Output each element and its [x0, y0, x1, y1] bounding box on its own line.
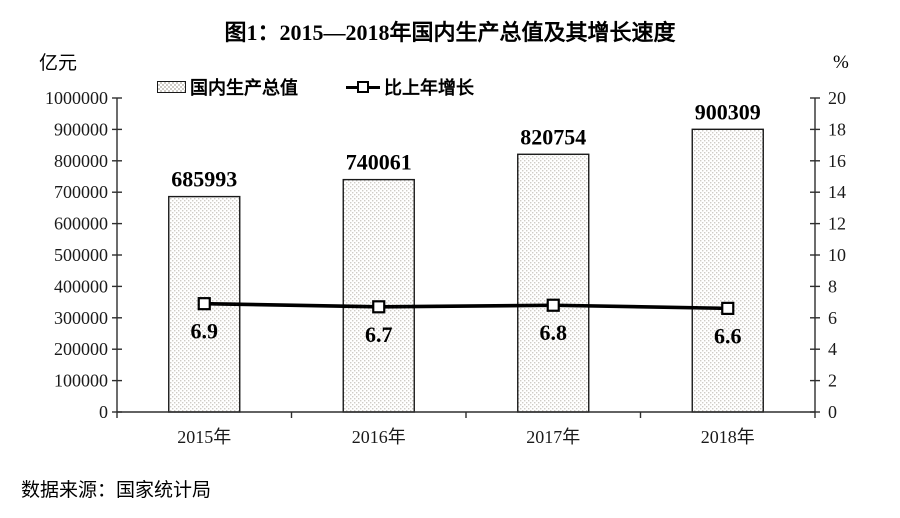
right-axis-tick-label: 2 [828, 371, 837, 391]
bar-value-label: 900309 [695, 99, 761, 124]
gdp-bar-2016年 [342, 178, 415, 413]
left-axis-tick-label: 700000 [54, 182, 108, 202]
left-axis-tick-label: 400000 [54, 276, 108, 296]
x-category-label: 2018年 [701, 427, 755, 447]
right-axis-tick-label: 8 [828, 276, 837, 296]
bar-value-label: 740061 [346, 150, 412, 175]
right-axis-tick-label: 18 [828, 119, 846, 139]
legend: 国内生产总值 比上年增长 [157, 74, 474, 100]
legend-label-growth: 比上年增长 [384, 78, 474, 98]
gdp-bar-2018年 [691, 128, 764, 413]
left-axis-tick-label: 300000 [54, 308, 108, 328]
right-axis-tick-label: 12 [828, 214, 846, 234]
growth-marker-2017年 [546, 298, 560, 312]
right-axis-tick-label: 16 [828, 151, 846, 171]
growth-value-label: 6.6 [714, 323, 742, 348]
right-axis-tick-label: 20 [828, 88, 846, 108]
growth-marker-2018年 [721, 301, 735, 315]
legend-square-marker [357, 80, 369, 93]
left-axis-tick-label: 1000000 [45, 88, 108, 108]
bar-value-label: 820754 [520, 124, 586, 149]
right-axis-unit-label: % [833, 52, 849, 73]
gdp-bars-group: 685993 740061 820754 900309 [168, 99, 764, 413]
data-source-note: 数据来源：国家统计局 [21, 480, 212, 501]
growth-rate-line [204, 301, 728, 311]
legend-label-gdp: 国内生产总值 [190, 78, 298, 98]
x-category-label: 2016年 [352, 427, 406, 447]
left-axis-tick-label: 900000 [54, 119, 108, 139]
left-axis-tick-label: 100000 [54, 371, 108, 391]
left-axis-tick-label: 600000 [54, 214, 108, 234]
x-category-label: 2017年 [526, 427, 580, 447]
x-category-label: 2015年 [177, 427, 231, 447]
growth-value-label: 6.7 [365, 322, 393, 347]
right-axis-tick-label: 14 [828, 182, 846, 202]
legend-item-growth: 比上年增长 [346, 74, 474, 100]
growth-marker-2016年 [372, 300, 386, 314]
left-axis-tick-label: 800000 [54, 151, 108, 171]
dotted-bar-swatch-icon [157, 81, 186, 93]
legend-item-gdp: 国内生产总值 [157, 74, 298, 100]
right-axis-tick-label: 6 [828, 308, 837, 328]
growth-marker-2015年 [197, 297, 211, 311]
bar-value-label: 685993 [171, 167, 237, 192]
growth-line-group: 6.9 6.7 6.8 6.6 [191, 297, 742, 348]
chart-title: 图1：2015—2018年国内生产总值及其增长速度 [224, 20, 676, 45]
growth-value-label: 6.8 [540, 320, 568, 345]
right-axis-tick-label: 10 [828, 245, 846, 265]
axes-group: 0 100000 200000 300000 400000 500000 600000 700… [45, 88, 846, 447]
growth-value-label: 6.9 [191, 319, 219, 344]
gdp-bar-2017年 [517, 153, 590, 413]
left-axis-unit-label: 亿元 [39, 53, 78, 74]
right-axis-tick-label: 0 [828, 402, 837, 422]
left-axis-tick-label: 200000 [54, 339, 108, 359]
left-axis-tick-label: 500000 [54, 245, 108, 265]
right-axis-tick-label: 4 [828, 339, 837, 359]
line-square-marker-icon [346, 80, 380, 94]
left-axis-tick-label: 0 [99, 402, 108, 422]
